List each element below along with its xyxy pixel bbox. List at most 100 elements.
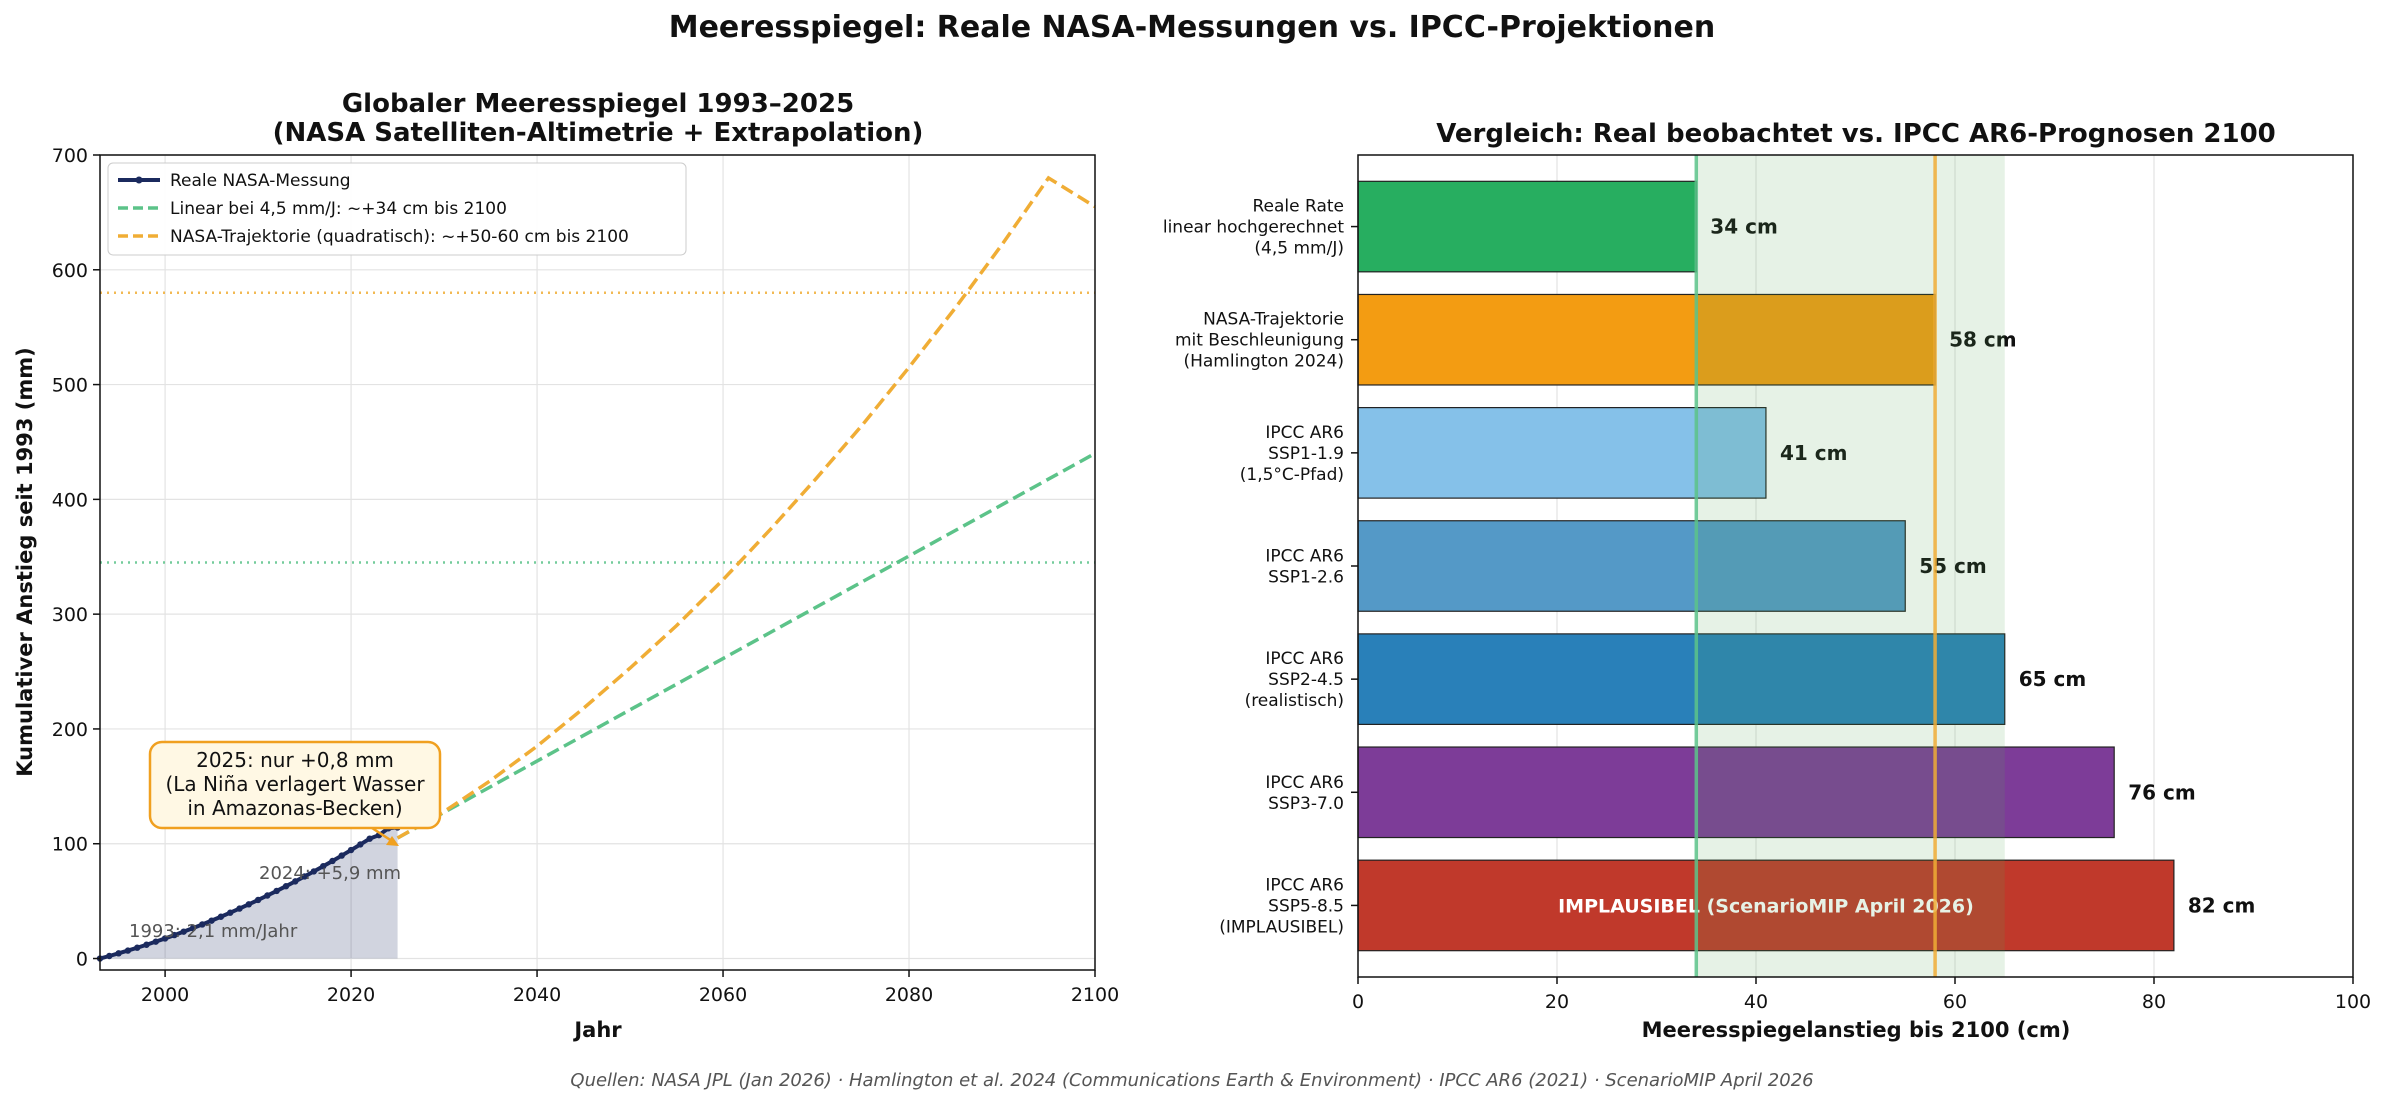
left-plot-frame <box>99 154 1096 971</box>
nasa-point <box>236 905 243 912</box>
annotation-line1: 2025: nur +0,8 mm <box>196 748 394 772</box>
shaded-range <box>1696 155 2005 977</box>
left-x-tick-label: 2020 <box>327 984 375 1006</box>
left-area <box>100 827 398 959</box>
nasa-point <box>338 852 345 859</box>
nasa-point <box>199 921 206 928</box>
right-x-tick-label: 40 <box>1744 991 1768 1013</box>
nasa-point <box>143 941 150 948</box>
annotation-box <box>148 740 442 830</box>
category-label-line: IPCC AR6 <box>1265 875 1344 895</box>
category-label-line: (1,5°C-Pfad) <box>1240 465 1344 485</box>
nasa-point <box>171 931 178 939</box>
left-reference-lines <box>100 291 1095 564</box>
nasa-point <box>106 952 113 960</box>
bar-value-label: 65 cm <box>2019 667 2087 691</box>
legend-label-nasa: Reale NASA-Messung <box>170 171 351 191</box>
nasa-point <box>273 887 280 895</box>
nasa-point <box>245 901 252 908</box>
left-y-tick-label: 100 <box>52 834 88 856</box>
category-label-line: SSP2-4.5 <box>1268 670 1344 690</box>
left-x-axis-label: Jahr <box>572 1018 622 1042</box>
right-x-tick-label: 20 <box>1545 991 1569 1013</box>
nasa-point <box>301 873 308 880</box>
left-y-tick-label: 700 <box>52 145 88 167</box>
category-label-line: SSP1-2.6 <box>1268 568 1344 588</box>
nasa-point <box>124 947 132 954</box>
left-y-tick-label: 600 <box>52 260 88 282</box>
right-x-tick-label: 60 <box>1943 991 1967 1013</box>
nasa-point <box>152 938 159 945</box>
category-label-line: (Hamlington 2024) <box>1183 352 1344 372</box>
nasa-point <box>217 913 225 920</box>
quadratic-series-line <box>396 175 1096 840</box>
category-label-line: mit Beschleunigung <box>1175 331 1344 351</box>
source-note: Quellen: NASA JPL (Jan 2026) · Hamlingto… <box>570 1070 1813 1091</box>
left-x-tick-label: 2060 <box>699 984 747 1006</box>
bar-value-label: 41 cm <box>1780 441 1848 465</box>
legend-marker-nasa <box>135 176 143 184</box>
nasa-point <box>189 924 197 932</box>
left-x-tick-label: 2100 <box>1071 984 1119 1006</box>
left-chart-title-line1: Globaler Meeresspiegel 1993–2025 <box>342 89 854 119</box>
bar-value-label: 76 cm <box>2128 780 2196 804</box>
legend-label-linear: Linear bei 4,5 mm/J: ~+34 cm bis 2100 <box>170 199 507 219</box>
left-y-axis-label: Kumulativer Anstieg seit 1993 (mm) <box>13 347 37 776</box>
legend-frame <box>107 162 687 256</box>
category-label-line: (4,5 mm/J) <box>1254 239 1344 259</box>
annotation-line3: in Amazonas-Becken) <box>187 796 402 820</box>
right-vertical-lines <box>1694 155 1937 977</box>
left-x-tick-label: 2080 <box>885 984 933 1006</box>
nasa-point <box>366 835 373 842</box>
nasa-point <box>292 878 299 885</box>
nasa-point <box>282 883 290 890</box>
right-x-tick-label: 0 <box>1352 991 1364 1013</box>
nasa-point <box>133 944 141 951</box>
bar-value-label: 55 cm <box>1919 554 1987 578</box>
nasa-point <box>180 928 187 935</box>
right-x-axis-label: Meeresspiegelanstieg bis 2100 (cm) <box>1642 1018 2071 1042</box>
figure-title: Meeresspiegel: Reale NASA-Messungen vs. … <box>669 10 1716 45</box>
nasa-point <box>161 935 169 942</box>
category-label-line: (realistisch) <box>1245 691 1344 711</box>
linear-series-line <box>396 451 1096 840</box>
nasa-point <box>264 892 271 899</box>
nasa-point <box>310 868 318 875</box>
category-label-line: IPCC AR6 <box>1265 649 1344 669</box>
left-nasa-area <box>100 827 398 959</box>
left-y-tick-label: 300 <box>52 604 88 626</box>
right-chart: Vergleich: Real beobachtet vs. IPCC AR6-… <box>1163 119 2371 1042</box>
category-label-line: (IMPLAUSIBEL) <box>1219 917 1344 937</box>
left-chart: Globaler Meeresspiegel 1993–2025 (NASA S… <box>13 89 1119 1042</box>
bar <box>1357 859 2175 952</box>
annotation-line2: (La Niña verlagert Wasser <box>165 772 425 796</box>
category-label-line: SSP1-1.9 <box>1268 444 1344 464</box>
nasa-point <box>357 841 364 848</box>
left-x-tick-label: 2040 <box>513 984 561 1006</box>
left-legend: Reale NASA-Messung Linear bei 4,5 mm/J: … <box>107 162 687 256</box>
nasa-point <box>319 863 327 870</box>
right-chart-title: Vergleich: Real beobachtet vs. IPCC AR6-… <box>1436 119 2276 149</box>
category-label-line: IPCC AR6 <box>1265 773 1344 793</box>
category-label-line: SSP3-7.0 <box>1268 794 1344 814</box>
annotation-arrowhead <box>386 836 399 846</box>
nasa-point <box>226 909 234 916</box>
bar <box>1357 180 1697 273</box>
category-label-line: Reale Rate <box>1253 197 1345 217</box>
category-label-line: linear hochgerechnet <box>1163 218 1344 238</box>
legend-label-quadratic: NASA-Trajektorie (quadratisch): ~+50-60 … <box>170 227 629 247</box>
left-y-tick-label: 200 <box>52 719 88 741</box>
bar-inner-label: IMPLAUSIBEL (ScenarioMIP April 2026) <box>1558 895 1974 917</box>
left-y-tick-label: 0 <box>76 949 88 971</box>
annotation-2024: 2024: +5,9 mm <box>259 863 401 884</box>
left-y-tick-label: 400 <box>52 489 88 511</box>
bar <box>1357 746 2115 839</box>
right-x-ticks: 0 20 40 60 80 100 <box>1352 977 2371 1013</box>
annotation-2025: 2025: nur +0,8 mm (La Niña verlagert Was… <box>148 740 442 846</box>
nasa-point <box>347 846 355 854</box>
annotation-1993: 1993: 2,1 mm/Jahr <box>129 921 298 942</box>
category-label-line: IPCC AR6 <box>1265 547 1344 567</box>
right-x-tick-label: 100 <box>2335 991 2371 1013</box>
